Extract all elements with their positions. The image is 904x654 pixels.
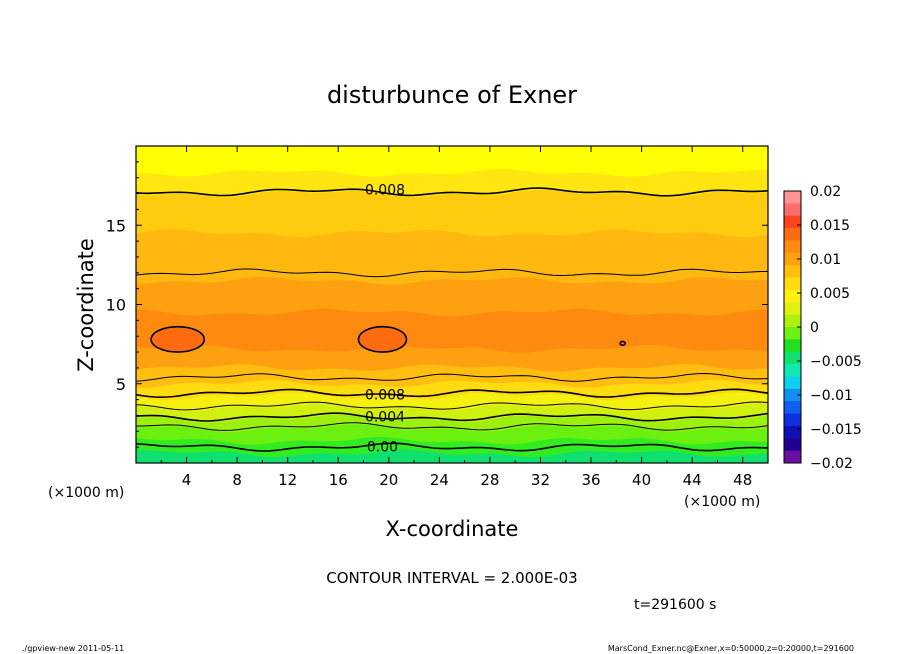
contour-line [136, 412, 768, 422]
colorbar-segment [784, 351, 801, 365]
x-tick-label: 20 [379, 471, 398, 489]
x-tick-label: 24 [430, 471, 449, 489]
x-unit-left: (×1000 m) [48, 485, 124, 501]
x-tick-label: 36 [581, 471, 600, 489]
colorbar-label: 0.02 [810, 184, 841, 200]
colorbar-segment [784, 265, 801, 279]
x-tick-label: 8 [232, 471, 242, 489]
colorbar-label: −0.015 [810, 422, 862, 438]
contour-line [136, 388, 768, 399]
closed-contour [150, 325, 206, 353]
colorbar-segment [784, 388, 801, 402]
contour-line [136, 372, 768, 382]
x-tick-label: 40 [632, 471, 651, 489]
colorbar-segment [784, 252, 801, 266]
colorbar-segment [784, 438, 801, 452]
colorbar-segment [784, 364, 801, 377]
colorbar-segment [784, 450, 801, 464]
colorbar [783, 190, 802, 464]
x-tick-label: 48 [733, 471, 752, 489]
contour-line [136, 401, 768, 411]
y-axis-label: Z-coordinate [74, 238, 98, 372]
contour-label: 0.004 [365, 409, 405, 425]
x-tick-label: 44 [683, 471, 702, 489]
footer-right: MarsCond_Exner.nc@Exner,x=0:50000,z=0:20… [608, 644, 854, 653]
contour-labels: 0.00 0.004 0.008 0.008 [365, 183, 405, 456]
contour-line [136, 268, 768, 278]
x-tick-label: 16 [329, 471, 348, 489]
footer-left: ./gpview-new 2011-05-11 [22, 644, 124, 653]
colorbar-segment [784, 289, 801, 303]
y-tick-label: 5 [116, 375, 126, 394]
colorbar-segment [784, 191, 801, 204]
contour-interval-text: CONTOUR INTERVAL = 2.000E-03 [326, 569, 577, 587]
colorbar-label: 0.005 [810, 286, 850, 302]
colorbar-segment [784, 277, 801, 291]
contour-line [136, 187, 768, 197]
colorbar-segment [784, 339, 801, 353]
colorbar-segment [784, 215, 801, 229]
colorbar-segment [784, 314, 801, 328]
x-tick-label: 4 [182, 471, 192, 489]
x-axis-label: X-coordinate [386, 517, 519, 541]
colorbar-label: −0.01 [810, 388, 853, 404]
x-tick-label: 28 [480, 471, 499, 489]
colorbar-segment [784, 203, 801, 217]
colorbar-segment [784, 327, 801, 340]
closed-contour [619, 340, 626, 347]
contour-lines [136, 187, 768, 452]
time-stamp: t=291600 s [634, 597, 716, 613]
colorbar-segment [784, 401, 801, 415]
y-axis-ticks: 5 10 15 [106, 161, 768, 448]
colorbar-label: 0 [810, 320, 819, 336]
contour-line [136, 422, 768, 431]
x-unit-right: (×1000 m) [684, 494, 760, 510]
colorbar-label: 0.015 [810, 218, 850, 234]
colorbar-label: −0.02 [810, 456, 853, 472]
colorbar-labels: 0.02 0.015 0.01 0.005 0 −0.005 −0.01 −0.015 −0.0… [797, 184, 862, 472]
contour-label: 0.008 [365, 183, 405, 199]
closed-contour [357, 325, 408, 353]
colorbar-segment [784, 376, 801, 390]
y-tick-label: 10 [106, 296, 126, 315]
x-tick-label: 12 [278, 471, 297, 489]
y-tick-label: 15 [106, 216, 126, 235]
filled-contours [136, 146, 768, 463]
contour-line [136, 442, 768, 452]
contour-band [136, 146, 768, 177]
contour-label: 0.008 [365, 388, 405, 404]
colorbar-segment [784, 228, 801, 241]
colorbar-segment [784, 425, 801, 439]
colorbar-label: 0.01 [810, 252, 841, 268]
x-tick-label: 32 [531, 471, 550, 489]
x-axis-ticks: 4 8 12 16 20 24 28 32 36 40 44 48 [160, 146, 752, 489]
chart-title: disturbunce of Exner [327, 81, 577, 109]
colorbar-segment [784, 302, 801, 316]
contour-label: 0.00 [367, 439, 398, 455]
colorbar-segment [784, 240, 801, 254]
colorbar-label: −0.005 [810, 354, 862, 370]
colorbar-segment [784, 413, 801, 427]
